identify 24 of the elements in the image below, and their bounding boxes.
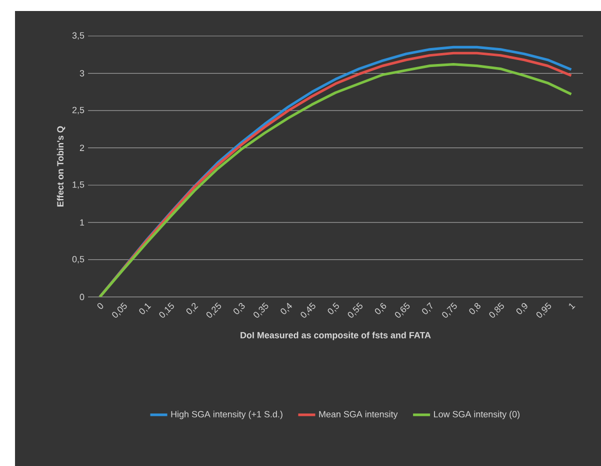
y-tick-label: 3: [80, 70, 84, 76]
y-axis-title: Effect on Tobin's Q: [56, 126, 66, 206]
x-tick-label: 0,9: [516, 303, 528, 314]
y-tick-label: 1: [80, 219, 84, 226]
legend-label: Mean SGA intensity: [319, 410, 398, 420]
legend-label: High SGA intensity (+1 S.d.): [171, 410, 282, 420]
y-tick-label: 0: [80, 294, 84, 300]
x-tick-label: 0,5: [328, 302, 339, 314]
x-tick-label: 0,4: [280, 302, 292, 314]
legend-label: Low SGA intensity (0): [434, 410, 520, 420]
x-tick-label: 0: [97, 303, 104, 309]
y-tick-label: 2,5: [72, 106, 84, 114]
y-tick-label: 3,5: [72, 32, 84, 40]
y-tick-label: 1,5: [72, 181, 84, 189]
y-tick-label: 2: [80, 144, 84, 151]
x-tick-label: 0,6: [374, 303, 386, 314]
x-tick-label: 0,8: [469, 303, 480, 314]
x-tick-label: 0,7: [422, 302, 432, 314]
x-tick-label: 0,2: [186, 303, 198, 314]
x-tick-label: 1: [569, 303, 576, 310]
y-tick-label: 0,5: [72, 256, 84, 264]
x-tick-label: 0,1: [139, 303, 152, 314]
x-tick-label: 0,3: [234, 303, 245, 314]
x-axis-title: DoI Measured as composite of fsts and FATA: [240, 332, 431, 340]
